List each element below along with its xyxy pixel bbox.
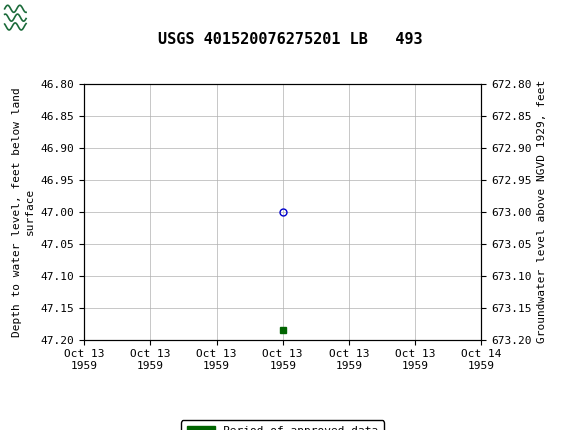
Y-axis label: Depth to water level, feet below land
surface: Depth to water level, feet below land su…: [12, 87, 35, 337]
Text: USGS: USGS: [61, 9, 116, 27]
Text: USGS 401520076275201 LB   493: USGS 401520076275201 LB 493: [158, 32, 422, 47]
Bar: [3, 3, 52, 32]
Y-axis label: Groundwater level above NGVD 1929, feet: Groundwater level above NGVD 1929, feet: [537, 80, 547, 344]
Legend: Period of approved data: Period of approved data: [181, 421, 385, 430]
